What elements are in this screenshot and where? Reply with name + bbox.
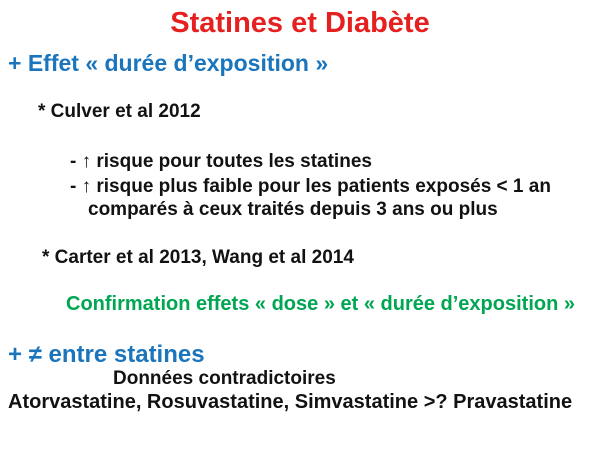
culver-point-risk-all-statins: - ↑ risque pour toutes les statines [70, 151, 372, 172]
culver-point-compared-continuation: comparés à ceux traités depuis 3 ans ou … [88, 199, 498, 220]
culver-reference: * Culver et al 2012 [38, 101, 201, 122]
culver-point-lower-risk-exposed: - ↑ risque plus faible pour les patients… [70, 176, 551, 197]
exposure-effect-heading: + Effet « durée d’exposition » [8, 50, 329, 76]
difference-between-statins-heading: + ≠ entre statines [8, 341, 205, 368]
slide-title: Statines et Diabète [170, 7, 430, 39]
confirmation-statement: Confirmation effets « dose » et « durée … [66, 293, 575, 315]
contradictory-data-note: Données contradictoires [113, 368, 336, 389]
statin-comparison-line: Atorvastatine, Rosuvastatine, Simvastati… [8, 391, 573, 413]
carter-wang-reference: * Carter et al 2013, Wang et al 2014 [42, 247, 354, 268]
